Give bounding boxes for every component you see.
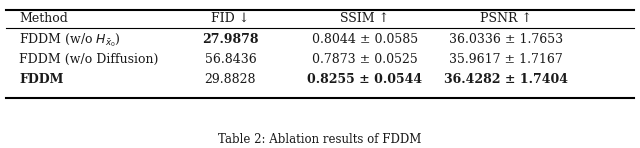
- Text: 29.8828: 29.8828: [205, 73, 256, 86]
- Text: 0.8044 ± 0.0585: 0.8044 ± 0.0585: [312, 33, 418, 46]
- Text: SSIM ↑: SSIM ↑: [340, 12, 389, 25]
- Text: FDDM (w/o $H_{\bar{x}_0}$): FDDM (w/o $H_{\bar{x}_0}$): [19, 31, 121, 49]
- Text: 27.9878: 27.9878: [202, 33, 259, 46]
- Text: FDDM (w/o Diffusion): FDDM (w/o Diffusion): [19, 53, 159, 66]
- Text: FID ↓: FID ↓: [211, 12, 250, 25]
- Text: 0.8255 ± 0.0544: 0.8255 ± 0.0544: [307, 73, 422, 86]
- Text: Table 2: Ablation results of FDDM: Table 2: Ablation results of FDDM: [218, 133, 422, 146]
- Text: 35.9617 ± 1.7167: 35.9617 ± 1.7167: [449, 53, 563, 66]
- Text: 36.4282 ± 1.7404: 36.4282 ± 1.7404: [444, 73, 568, 86]
- Text: 36.0336 ± 1.7653: 36.0336 ± 1.7653: [449, 33, 563, 46]
- Text: 0.7873 ± 0.0525: 0.7873 ± 0.0525: [312, 53, 418, 66]
- Text: FDDM: FDDM: [19, 73, 63, 86]
- Text: Method: Method: [19, 12, 68, 25]
- Text: PSNR ↑: PSNR ↑: [479, 12, 532, 25]
- Text: 56.8436: 56.8436: [205, 53, 256, 66]
